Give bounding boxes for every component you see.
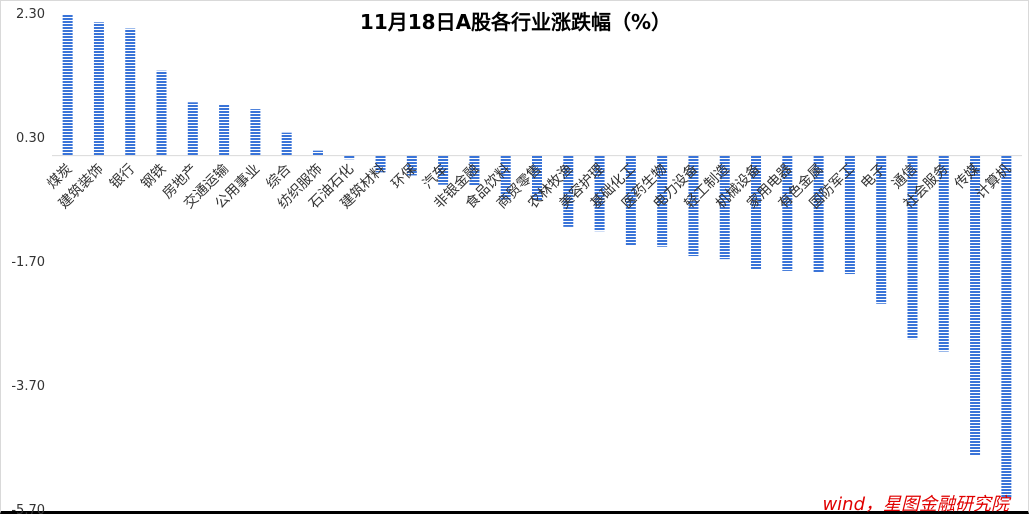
y-tick-label: -1.70 — [11, 255, 45, 270]
source-note: wind，星图金融研究院 — [822, 494, 1009, 515]
bar — [657, 155, 668, 247]
x-tick-label: 银行 — [107, 161, 138, 192]
bar — [907, 155, 918, 340]
bar — [876, 155, 887, 304]
bar — [156, 70, 167, 156]
bar — [751, 155, 762, 270]
chart-title: 11月18日A股各行业涨跌幅（%） — [359, 10, 672, 34]
bar — [375, 155, 386, 173]
y-tick-label: -5.70 — [11, 503, 45, 517]
bar — [500, 155, 511, 200]
bar — [406, 155, 417, 176]
bar — [187, 102, 198, 156]
bar — [532, 155, 542, 201]
bar — [438, 155, 449, 185]
bar — [469, 155, 480, 186]
bar — [344, 155, 355, 160]
bar — [844, 155, 855, 275]
y-tick-label: 0.30 — [16, 131, 45, 146]
bar — [93, 22, 104, 156]
bar — [250, 109, 261, 156]
bar — [594, 155, 605, 232]
y-tick-label: 2.30 — [16, 7, 45, 22]
bar — [1001, 155, 1012, 499]
bar — [125, 28, 136, 156]
bar — [563, 155, 574, 227]
bar — [719, 155, 730, 260]
bar — [813, 155, 824, 273]
y-tick-label: -3.70 — [11, 379, 45, 394]
bar — [219, 104, 230, 156]
bar — [688, 155, 699, 257]
bar — [312, 150, 323, 156]
bar — [281, 132, 292, 156]
bar — [970, 155, 981, 456]
bar — [62, 14, 73, 156]
bar — [938, 155, 949, 352]
bar — [625, 155, 636, 246]
bar — [782, 155, 793, 271]
